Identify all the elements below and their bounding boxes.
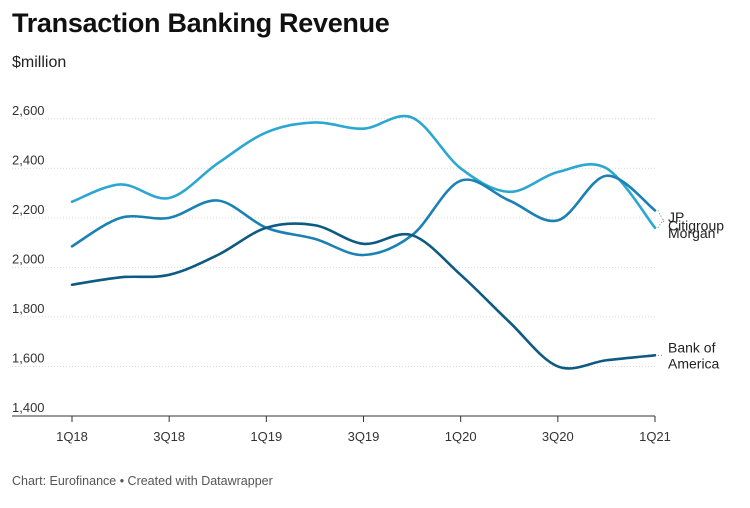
y-tick-label: 2,400 <box>12 152 45 167</box>
x-tick-label: 1Q18 <box>56 429 88 444</box>
series-line-bank-of-america <box>70 222 657 370</box>
series-line-citigroup <box>70 174 657 257</box>
y-tick-label: 1,400 <box>12 400 45 415</box>
label-connector-citigroup <box>657 210 665 223</box>
y-unit-label: $million <box>12 54 67 71</box>
y-tick-label: 2,200 <box>12 202 45 217</box>
series-label-jp-morgan: Morgan <box>668 225 715 241</box>
y-tick-label: 2,600 <box>12 103 45 118</box>
series-label-bank-of-america: America <box>668 355 720 371</box>
y-tick-label: 1,800 <box>12 301 45 316</box>
x-tick-label: 3Q19 <box>348 429 380 444</box>
y-tick-label: 1,600 <box>12 350 45 365</box>
series-label-citigroup: Citigroup <box>668 217 724 233</box>
x-tick-label: 1Q19 <box>250 429 282 444</box>
series-label-bank-of-america: Bank of <box>668 339 716 355</box>
x-tick-label: 1Q21 <box>639 429 671 444</box>
x-tick-label: 3Q20 <box>542 429 574 444</box>
label-connector-jp-morgan <box>657 218 665 229</box>
source-footer: Chart: Eurofinance • Created with Datawr… <box>12 474 273 488</box>
y-tick-label: 2,000 <box>12 251 45 266</box>
series-line-jp-morgan <box>70 114 657 230</box>
x-tick-label: 3Q18 <box>153 429 185 444</box>
x-tick-label: 1Q20 <box>445 429 477 444</box>
chart-title: Transaction Banking Revenue <box>12 8 390 38</box>
series-label-jp-morgan: JP <box>668 209 684 225</box>
